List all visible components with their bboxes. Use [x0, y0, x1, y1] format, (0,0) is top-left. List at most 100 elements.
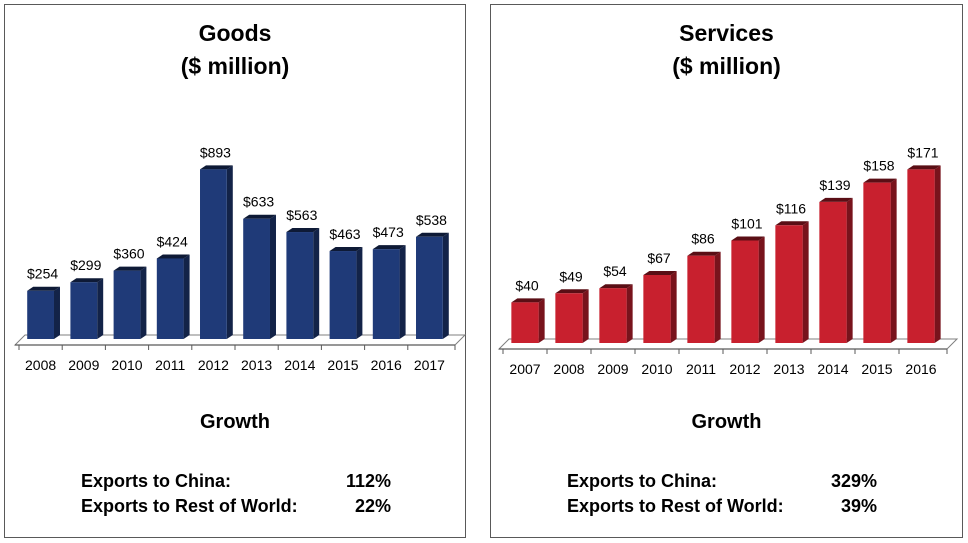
services-bar-top: [687, 251, 721, 256]
services-bar-top: [819, 197, 853, 202]
services-bar-2012: [731, 236, 765, 343]
services-bar-front: [599, 288, 627, 343]
goods-bar-top: [372, 245, 406, 250]
services-bar-side: [670, 270, 677, 343]
goods-bar-front: [286, 232, 314, 339]
goods-bar-top: [243, 214, 276, 219]
services-data-label: $171: [907, 144, 938, 160]
services-bar-top: [775, 221, 809, 226]
services-tick-label: 2010: [641, 361, 672, 377]
services-bar-side: [714, 251, 721, 343]
services-bar-2015: [863, 178, 897, 343]
goods-data-label: $473: [373, 224, 404, 240]
services-data-label: $101: [731, 215, 762, 231]
goods-bar-top: [416, 232, 449, 237]
goods-tick-label: 2016: [371, 357, 402, 373]
goods-title: Goods: [198, 20, 272, 46]
goods-bar-chart: $254 2008 $299 2009 $360 2010 $424 2011 $893 2012…: [13, 144, 467, 373]
goods-bar-2008: [27, 286, 60, 339]
goods-bar-front: [372, 249, 400, 339]
goods-bar-top: [27, 286, 60, 291]
goods-bar-side: [53, 286, 60, 339]
services-bar-2013: [775, 221, 809, 343]
goods-bar-top: [200, 165, 233, 170]
goods-bar-side: [269, 214, 276, 339]
goods-data-label: $463: [329, 226, 360, 242]
services-data-label: $158: [863, 158, 894, 174]
services-data-label: $54: [603, 263, 627, 279]
services-bar-2008: [555, 289, 589, 343]
goods-bar-front: [243, 218, 270, 339]
goods-data-label: $538: [416, 212, 447, 228]
services-data-label: $116: [776, 200, 806, 216]
goods-bar-top: [329, 247, 363, 252]
goods-data-label: $254: [27, 266, 58, 282]
goods-bar-2012: [200, 165, 233, 339]
services-stat-label-china: Exports to China:: [567, 471, 718, 491]
goods-data-label: $633: [243, 194, 274, 210]
goods-bar-top: [70, 278, 104, 283]
goods-tick-label: 2009: [68, 357, 99, 373]
goods-bar-front: [200, 169, 227, 339]
goods-bar-side: [356, 247, 363, 339]
goods-stat-value-world: 22%: [354, 496, 391, 516]
services-stat-label-world: Exports to Rest of World:: [567, 496, 784, 516]
goods-bar-2017: [416, 232, 449, 339]
services-bar-front: [863, 182, 891, 343]
goods-tick-label: 2011: [155, 357, 185, 373]
goods-tick-label: 2017: [414, 357, 445, 373]
goods-bar-front: [156, 258, 184, 339]
goods-tick-label: 2015: [327, 357, 358, 373]
services-bar-front: [687, 255, 715, 343]
services-bar-side: [626, 284, 633, 343]
goods-chart-title: Goods ($ million): [5, 17, 465, 83]
goods-tick-label: 2012: [198, 357, 229, 373]
goods-stat-label-china: Exports to China:: [81, 471, 232, 491]
services-tick-label: 2014: [817, 361, 848, 377]
services-bar-top: [555, 289, 589, 294]
services-bar-side: [934, 165, 941, 343]
goods-bar-top: [286, 228, 320, 233]
services-bar-top: [643, 270, 677, 275]
goods-tick-label: 2008: [25, 357, 56, 373]
services-bar-side: [890, 178, 897, 343]
services-data-label: $40: [515, 277, 539, 293]
services-tick-label: 2009: [597, 361, 628, 377]
goods-panel: Goods ($ million) $254 2008 $299 2009 $360 20…: [4, 4, 467, 538]
goods-bar-front: [416, 236, 443, 339]
goods-bar-2015: [329, 247, 363, 339]
services-bar-front: [775, 225, 803, 343]
services-tick-label: 2013: [773, 361, 804, 377]
services-bar-front: [511, 302, 539, 343]
services-bar-top: [599, 284, 633, 289]
services-bar-2011: [687, 251, 721, 343]
services-data-label: $86: [691, 231, 715, 247]
goods-stat-value-china: 112%: [345, 471, 391, 491]
services-subtitle: ($ million): [672, 53, 781, 79]
goods-bar-side: [140, 266, 147, 339]
services-tick-label: 2011: [686, 361, 716, 377]
goods-bar-2009: [70, 278, 104, 339]
services-bar-side: [582, 289, 589, 343]
goods-bar-top: [113, 266, 147, 271]
goods-data-label: $893: [200, 144, 231, 160]
services-bar-top: [511, 298, 545, 303]
goods-bar-front: [27, 290, 54, 339]
goods-data-label: $563: [286, 207, 317, 223]
services-tick-label: 2008: [553, 361, 584, 377]
services-bar-side: [802, 221, 809, 343]
services-stat-value-world: 39%: [840, 496, 877, 516]
goods-tick-label: 2014: [284, 357, 315, 373]
goods-bar-side: [183, 254, 190, 339]
goods-bar-2011: [156, 254, 190, 339]
goods-bar-side: [97, 278, 104, 339]
goods-bar-side: [226, 165, 233, 339]
goods-tick-label: 2013: [241, 357, 272, 373]
goods-data-label: $299: [70, 257, 101, 273]
services-bar-side: [846, 197, 853, 343]
goods-data-label: $424: [157, 233, 188, 249]
services-bar-2016: [907, 165, 941, 343]
services-tick-label: 2015: [861, 361, 892, 377]
goods-bar-front: [113, 270, 141, 339]
services-data-label: $67: [647, 250, 671, 266]
